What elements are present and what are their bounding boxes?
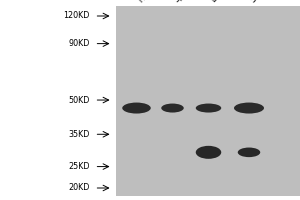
Ellipse shape (196, 146, 221, 159)
FancyBboxPatch shape (116, 6, 300, 196)
Text: Stomach: Stomach (249, 0, 279, 4)
Ellipse shape (234, 103, 264, 114)
Text: Heart: Heart (136, 0, 158, 4)
Ellipse shape (238, 148, 260, 157)
Text: 25KD: 25KD (68, 162, 90, 171)
Text: 20KD: 20KD (69, 184, 90, 192)
Text: 120KD: 120KD (64, 11, 90, 21)
Text: Lung: Lung (208, 0, 228, 4)
Text: 35KD: 35KD (69, 130, 90, 139)
Text: Spleen: Spleen (172, 0, 197, 4)
Text: 50KD: 50KD (69, 96, 90, 105)
Ellipse shape (161, 104, 184, 113)
Ellipse shape (122, 103, 151, 114)
Text: 90KD: 90KD (69, 39, 90, 48)
Ellipse shape (196, 104, 221, 113)
